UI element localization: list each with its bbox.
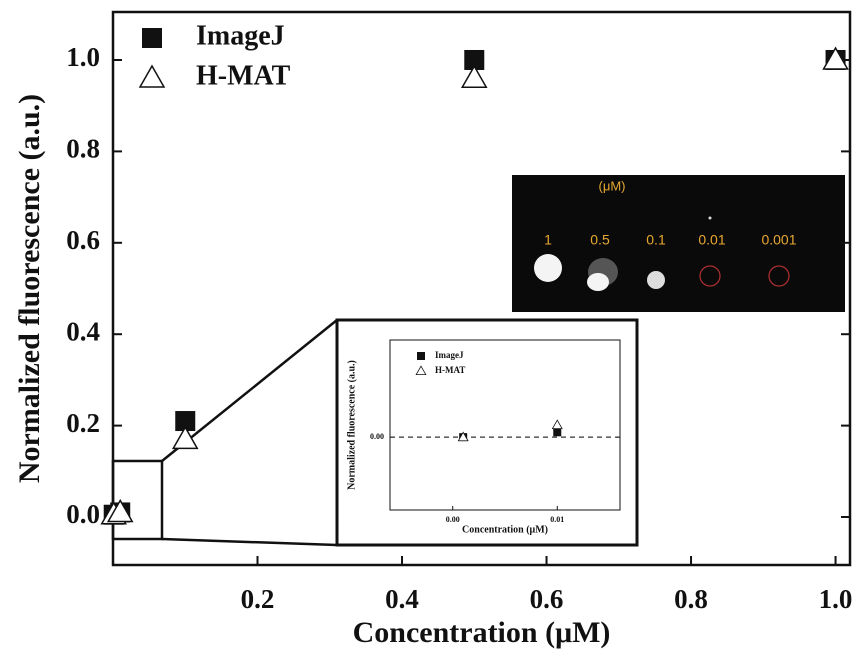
y-tick-label: 0.6 <box>66 225 100 255</box>
speck <box>709 217 712 220</box>
legend-label: ImageJ <box>435 350 464 360</box>
x-tick-label: 0.2 <box>241 584 275 614</box>
legend-label: H-MAT <box>196 60 291 91</box>
x-tick-label: 0.4 <box>385 584 419 614</box>
x-tick-label: 1.0 <box>819 584 853 614</box>
y-tick-label: 0.2 <box>66 408 100 438</box>
spot <box>587 273 609 291</box>
x-tick-label: 0.8 <box>674 584 708 614</box>
marker-square <box>553 428 561 436</box>
photo-label: 0.5 <box>590 232 610 248</box>
x-axis-label: Concentration (μM) <box>353 616 611 649</box>
y-tick-label: 0.00 <box>370 432 384 441</box>
x-axis-label: Concentration (μM) <box>462 524 548 535</box>
spot <box>647 271 665 289</box>
legend-label: H-MAT <box>435 365 465 375</box>
legend-label: ImageJ <box>196 20 285 51</box>
zoom-connector <box>162 539 337 545</box>
photo-label: 0.001 <box>761 232 796 248</box>
spot <box>534 254 562 282</box>
photo-label: 0.1 <box>646 232 666 248</box>
y-axis-label: Normalized fluorescence (a.u.) <box>346 360 357 490</box>
y-tick-label: 1.0 <box>66 42 100 72</box>
photo-label: 0.01 <box>698 232 725 248</box>
y-tick-label: 0.4 <box>66 316 100 346</box>
x-tick-label: 0.00 <box>446 515 460 524</box>
y-axis-label: Normalized fluorescence (a.u.) <box>13 94 46 483</box>
figure: (μM) 1 0.5 0.1 0.01 0.001 0.2 0.4 0.6 0.8 1.0 0.0… <box>0 0 853 655</box>
x-tick-label: 0.01 <box>550 515 564 524</box>
marker-square <box>417 352 425 360</box>
marker-triangle <box>140 66 164 87</box>
y-tick-label: 0.0 <box>66 499 100 529</box>
photo-inset: (μM) 1 0.5 0.1 0.01 0.001 <box>512 175 845 312</box>
x-tick-label: 0.6 <box>530 584 564 614</box>
photo-unit: (μM) <box>599 178 626 193</box>
marker-square <box>142 28 162 48</box>
y-tick-label: 0.8 <box>66 134 100 164</box>
photo-label: 1 <box>544 232 552 248</box>
